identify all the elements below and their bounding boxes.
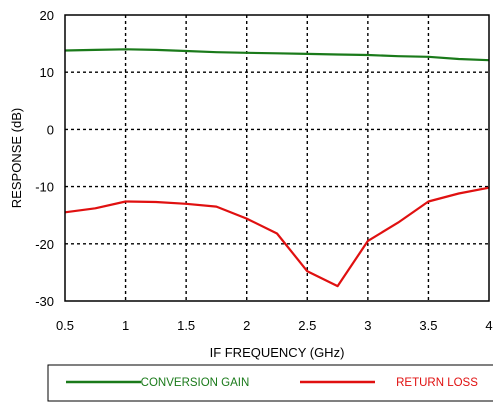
x-tick-label: 4	[485, 318, 492, 333]
legend: CONVERSION GAIN RETURN LOSS	[47, 364, 493, 402]
series-lines	[64, 48, 490, 288]
grid-lines	[65, 15, 489, 301]
x-tick-label: 2	[243, 318, 250, 333]
series-line-conversion-gain	[64, 48, 490, 62]
x-tick-label: 2.5	[298, 318, 316, 333]
x-axis-title: IF FREQUENCY (GHz)	[210, 345, 345, 360]
plot-frame	[64, 14, 490, 302]
x-tick-label: 1.5	[177, 318, 195, 333]
tick-labels: 0.5 1 1.5 2 2.5 3 3.5 4 -30 -20 -10 0 10 20	[35, 8, 492, 333]
y-axis-title: RESPONSE (dB)	[9, 108, 24, 208]
y-tick-label: 0	[47, 122, 54, 137]
y-tick-label: 20	[40, 8, 54, 23]
legend-label-conversion-gain: CONVERSION GAIN	[141, 377, 250, 389]
x-tick-label: 3	[364, 318, 371, 333]
x-tick-label: 3.5	[419, 318, 437, 333]
y-tick-label: -20	[35, 237, 54, 252]
x-tick-label: 1	[122, 318, 129, 333]
y-tick-label: -30	[35, 294, 54, 309]
legend-label-return-loss: RETURN LOSS	[396, 377, 478, 389]
y-tick-label: -10	[35, 180, 54, 195]
legend-box	[47, 364, 493, 402]
series-line-return-loss	[64, 186, 490, 288]
y-tick-label: 10	[40, 65, 54, 80]
x-tick-label: 0.5	[56, 318, 74, 333]
